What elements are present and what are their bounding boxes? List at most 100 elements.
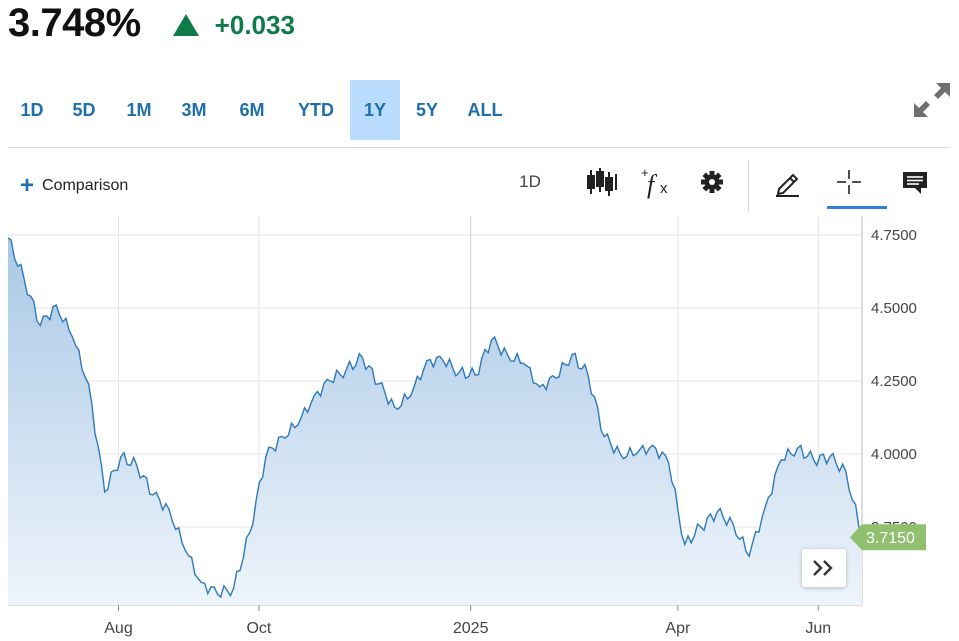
double-chevron-right-icon — [813, 560, 833, 576]
range-1m[interactable]: 1M — [126, 99, 152, 120]
series-area — [8, 237, 862, 605]
data-point — [570, 353, 574, 357]
data-point — [489, 338, 493, 342]
last-price-label: 3.7150 — [866, 530, 915, 547]
data-point — [344, 367, 348, 371]
data-point — [538, 385, 542, 389]
data-point — [280, 434, 284, 438]
y-tick-label: 4.2500 — [871, 373, 917, 390]
price-change: +0.033 — [214, 9, 295, 40]
y-tick-label: 4.0000 — [871, 446, 917, 463]
data-point — [667, 461, 671, 465]
toolbar-divider — [8, 147, 951, 148]
range-ytd[interactable]: YTD — [298, 99, 334, 120]
range-6m[interactable]: 6M — [239, 99, 265, 120]
data-point — [763, 505, 767, 509]
data-point — [38, 324, 42, 328]
data-point — [232, 586, 236, 590]
x-tick-label: 2025 — [453, 620, 489, 637]
range-5y[interactable]: 5Y — [415, 99, 439, 120]
range-all[interactable]: ALL — [467, 99, 503, 120]
gear-icon[interactable] — [692, 162, 732, 202]
data-point — [779, 458, 783, 462]
svg-text:+: + — [641, 165, 649, 180]
data-point — [151, 493, 155, 497]
data-point — [473, 373, 477, 377]
data-point — [360, 356, 364, 360]
range-3m[interactable]: 3M — [181, 99, 207, 120]
data-point — [70, 335, 74, 339]
x-tick-label: Oct — [246, 620, 271, 637]
data-point — [54, 303, 58, 307]
data-point — [812, 458, 816, 462]
quote-header: 3.748% +0.033 — [8, 0, 295, 46]
data-point — [828, 455, 832, 459]
range-1y[interactable]: 1Y — [350, 80, 400, 140]
data-point — [248, 531, 252, 535]
data-point — [554, 376, 558, 380]
data-point — [425, 359, 429, 363]
data-point — [119, 455, 123, 459]
y-tick-label: 4.5000 — [871, 300, 917, 317]
interval-button[interactable]: 1D — [519, 172, 541, 191]
range-selector: 1D 5D 1M 3M 6M YTD 1Y 5Y ALL — [8, 80, 516, 140]
data-point — [522, 361, 526, 365]
crosshair-icon[interactable] — [829, 162, 869, 202]
data-point — [264, 455, 268, 459]
data-point — [87, 382, 91, 386]
data-point — [747, 554, 751, 558]
data-point — [731, 522, 735, 526]
plus-icon: + — [20, 172, 35, 199]
data-point — [586, 373, 590, 377]
function-icon[interactable]: + f x — [636, 162, 676, 202]
data-point — [796, 446, 800, 450]
data-point — [618, 452, 622, 456]
y-tick-label: 4.7500 — [871, 227, 917, 244]
data-point — [215, 592, 219, 596]
data-point — [22, 277, 26, 281]
data-point — [506, 353, 510, 357]
candlestick-icon[interactable] — [582, 162, 622, 202]
data-point — [6, 236, 10, 240]
series-line — [7, 237, 863, 599]
comparison-label: Comparison — [42, 177, 129, 194]
toolbar-separator — [748, 160, 749, 212]
data-point — [634, 452, 638, 456]
active-tool-indicator — [827, 206, 887, 209]
comparison-button[interactable]: + Comparison — [20, 172, 129, 199]
data-point — [441, 359, 445, 363]
x-tick-label: Jun — [805, 620, 831, 637]
data-point — [312, 394, 316, 398]
data-point — [844, 470, 848, 474]
data-point — [328, 379, 332, 383]
svg-text:x: x — [660, 180, 668, 197]
range-1d[interactable]: 1D — [20, 99, 44, 120]
data-point — [683, 543, 687, 547]
data-point — [409, 394, 413, 398]
data-point — [135, 464, 139, 468]
price-value: 3.748% — [8, 0, 141, 45]
data-point — [602, 434, 606, 438]
range-5d[interactable]: 5D — [72, 99, 96, 120]
data-point — [377, 382, 381, 386]
data-point — [199, 580, 203, 584]
pencil-icon[interactable] — [767, 162, 807, 202]
comment-icon[interactable] — [895, 162, 935, 202]
yield-chart[interactable]: 4.75004.50004.25004.00003.7500AugOct2025… — [0, 210, 959, 641]
data-point — [699, 525, 703, 529]
data-point — [103, 490, 107, 494]
last-price-tag — [850, 524, 926, 551]
data-point — [393, 405, 397, 409]
data-point — [457, 370, 461, 374]
x-tick-label: Apr — [665, 620, 691, 637]
data-point — [296, 423, 300, 427]
scroll-right-button[interactable] — [802, 549, 846, 587]
x-tick-label: Aug — [104, 620, 132, 637]
data-point — [183, 548, 187, 552]
data-point — [651, 443, 655, 447]
data-point — [167, 507, 171, 511]
triangle-up-icon — [172, 14, 199, 36]
svg-text:f: f — [647, 170, 658, 199]
data-point — [715, 510, 719, 514]
expand-icon[interactable] — [912, 80, 952, 120]
